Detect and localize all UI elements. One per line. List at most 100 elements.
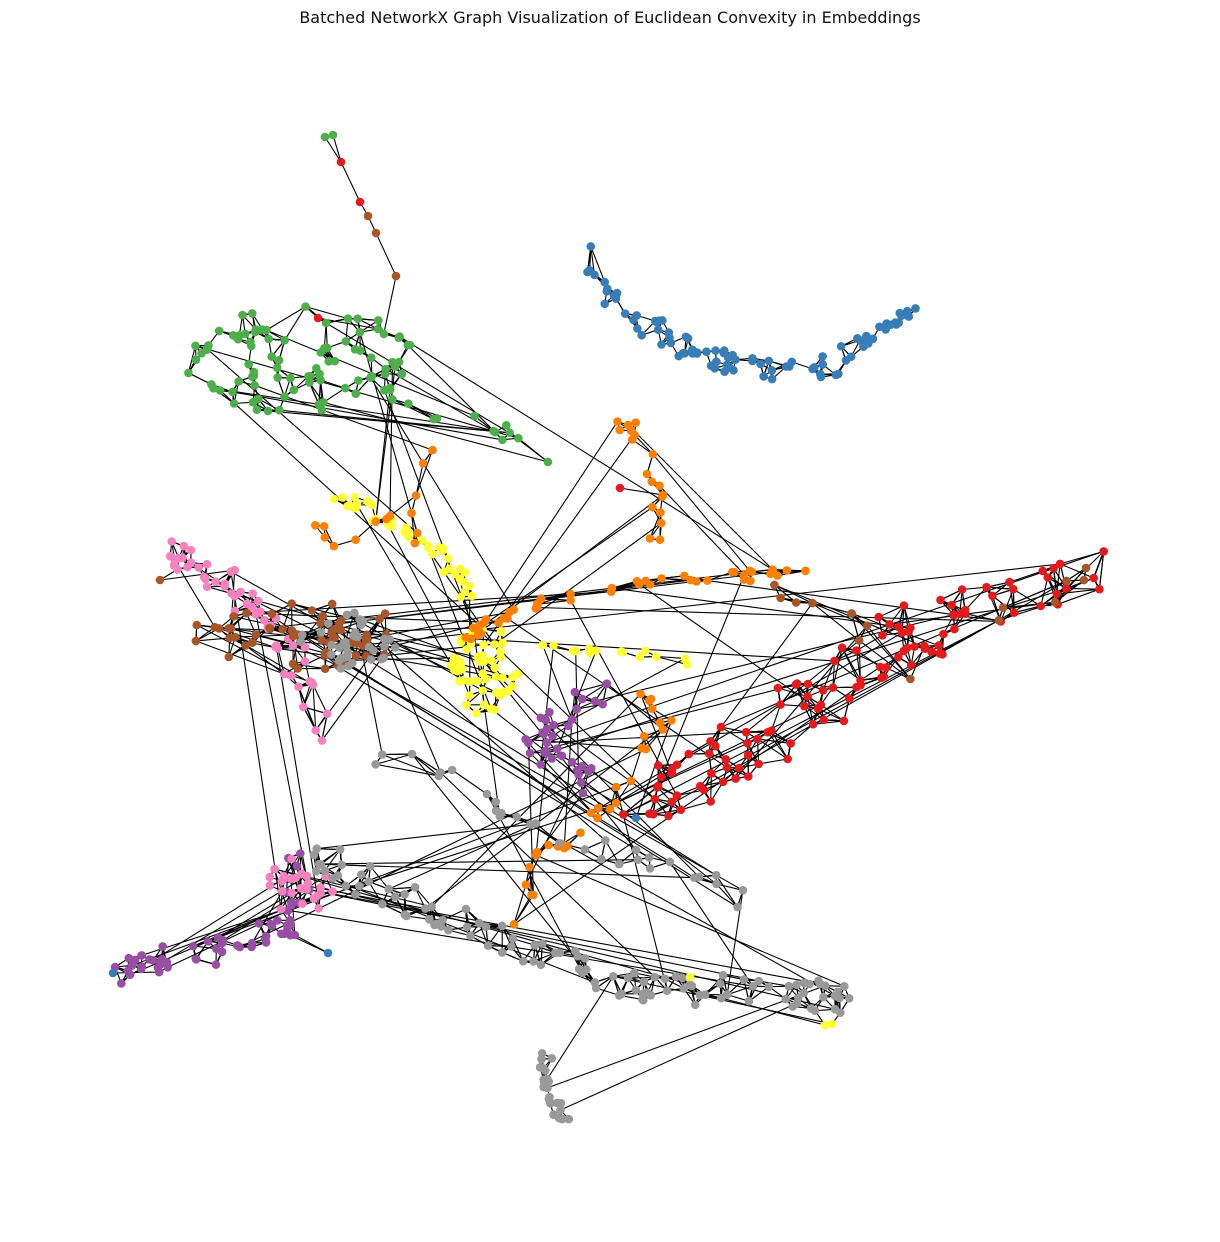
graph-edge	[230, 571, 282, 910]
graph-edge	[339, 657, 455, 662]
graph-edge	[851, 613, 911, 680]
graph-edge	[726, 619, 1000, 768]
graph-edge	[312, 684, 328, 714]
graph-edge	[1059, 563, 1094, 579]
graph-edge	[246, 612, 499, 624]
graph-edge	[375, 763, 439, 777]
graph-edge	[375, 753, 413, 765]
graph-edge	[710, 773, 712, 802]
graph-edge	[251, 891, 283, 944]
graph-edge	[399, 336, 773, 571]
graph-edge	[720, 580, 1067, 728]
graph-edge	[407, 344, 496, 433]
graph-edge	[332, 134, 342, 163]
graph-edge	[392, 398, 435, 420]
graph-edge	[383, 638, 442, 773]
graph-edge	[627, 424, 773, 570]
graph-edge	[1056, 563, 1061, 594]
graph-edge	[546, 587, 1067, 754]
graph-edge	[606, 683, 664, 730]
graph-edge	[615, 780, 632, 804]
graph-edge	[720, 726, 748, 744]
graph-edge	[707, 580, 954, 616]
graph-edge	[316, 823, 531, 850]
graph-edge	[539, 645, 555, 765]
graph-edge	[546, 567, 1054, 744]
graph-edge	[478, 563, 1061, 631]
graph-edge	[634, 434, 654, 455]
graph-edge	[553, 724, 656, 800]
graph-edge	[267, 410, 510, 434]
graph-edge	[964, 586, 987, 611]
graph-edge	[716, 883, 744, 891]
graph-edge	[369, 865, 390, 890]
graph-edge	[656, 655, 688, 666]
graph-edge	[385, 368, 496, 433]
graph-edge	[345, 645, 385, 656]
graph-edge	[383, 390, 474, 629]
graph-edge	[345, 645, 717, 876]
graph-edge	[323, 387, 346, 403]
graph-edge	[758, 980, 789, 987]
graph-edge	[323, 401, 549, 463]
graph-edge	[217, 780, 632, 939]
graph-edge	[382, 754, 439, 777]
graph-edge	[537, 606, 1001, 622]
graph-edge	[411, 753, 596, 983]
graph-edge	[324, 849, 341, 872]
graph-edge	[790, 723, 814, 744]
graph-edge	[319, 859, 638, 865]
graph-edge	[321, 713, 328, 741]
graph-edge	[727, 985, 754, 996]
graph-edge	[513, 894, 534, 925]
graph-edge	[324, 136, 342, 163]
graph-edge	[195, 640, 285, 675]
graph-edge	[1066, 587, 1100, 590]
graph-edge	[277, 648, 285, 675]
graph-edge	[649, 512, 661, 539]
graph-edge	[346, 614, 481, 663]
graph-edge	[704, 974, 724, 996]
graph-edge	[615, 786, 668, 991]
graph-edge	[1098, 551, 1105, 590]
graph-edge	[494, 522, 662, 645]
graph-edge	[340, 668, 650, 858]
graph-edge	[590, 632, 903, 814]
graph-edge	[556, 650, 597, 749]
graph-edge	[710, 602, 813, 742]
graph-edge	[680, 800, 711, 811]
graph-edge	[312, 684, 317, 731]
graph-edge	[388, 822, 537, 890]
graph-edge	[379, 569, 787, 620]
graph-edge	[745, 640, 860, 733]
graph-edge	[196, 624, 292, 676]
graph-edge	[1054, 567, 1087, 603]
graph-edge	[266, 306, 306, 331]
graph-edge	[669, 861, 695, 879]
graph-edge	[331, 654, 671, 863]
graph-edge	[716, 883, 738, 908]
graph-edge	[560, 1002, 798, 1111]
graph-edge	[547, 985, 826, 1089]
graph-edge	[451, 769, 488, 795]
graph-edge	[232, 391, 503, 441]
graph-edge	[507, 618, 728, 768]
graph-edge	[986, 586, 1014, 590]
graph-edge	[375, 389, 391, 522]
graph-edge	[415, 449, 434, 496]
graph-edge	[301, 887, 821, 985]
graph-edge	[325, 875, 596, 983]
graph-edge	[535, 854, 845, 987]
graph-edge	[320, 379, 346, 389]
graph-edge	[656, 655, 686, 659]
graph-edge	[478, 629, 656, 800]
graph-edge	[630, 748, 643, 782]
graph-edge	[812, 602, 868, 627]
graph-edge	[425, 719, 672, 910]
graph-edge	[715, 874, 744, 891]
graph-edge	[465, 506, 653, 638]
graph-edge	[277, 647, 325, 656]
graph-edge	[820, 704, 845, 722]
graph-edge	[440, 772, 656, 978]
